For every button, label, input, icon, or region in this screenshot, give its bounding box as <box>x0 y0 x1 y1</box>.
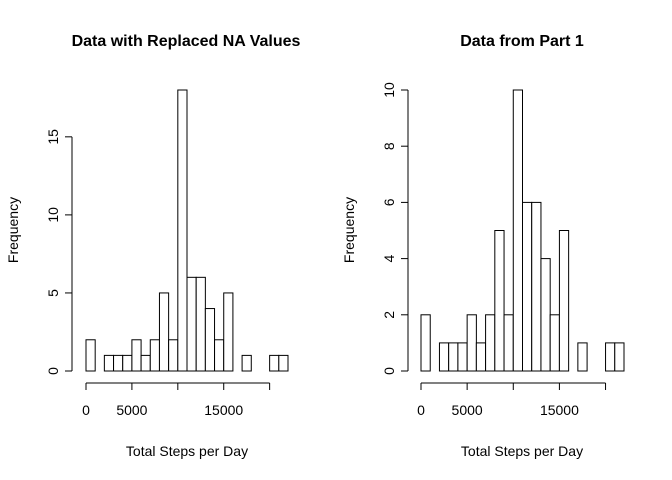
histogram-panel-part-1: Data from Part 1 Total Steps per Day Fre… <box>341 33 625 459</box>
x-axis: 0 5000 15000 <box>417 382 607 418</box>
y-tick-label: 2 <box>381 311 397 319</box>
histogram-bar <box>241 354 252 372</box>
histogram-bar <box>103 354 115 372</box>
histogram-bar <box>503 314 514 372</box>
histogram-bar <box>605 342 616 372</box>
x-tick-label: 5000 <box>116 402 147 418</box>
histogram-bar <box>158 292 170 372</box>
histogram-bar <box>485 314 496 372</box>
x-tick-label: 15000 <box>204 402 243 418</box>
histogram-bar <box>195 276 206 372</box>
y-tick-label: 0 <box>45 367 61 375</box>
y-tick-label: 6 <box>381 198 397 206</box>
histogram-bar <box>122 354 133 372</box>
x-tick-label: 15000 <box>540 402 579 418</box>
histogram-bar <box>204 308 216 372</box>
y-tick-label: 8 <box>381 142 397 150</box>
histogram-bar <box>614 342 625 372</box>
histogram-bar <box>223 292 234 372</box>
histogram-bar <box>214 339 225 372</box>
histogram-bars <box>85 89 289 372</box>
y-axis-label: Frequency <box>341 197 357 263</box>
x-axis-label: Total Steps per Day <box>126 443 248 459</box>
histogram-bar <box>420 314 431 372</box>
y-tick-label: 4 <box>381 254 397 262</box>
histogram-bar <box>186 276 197 372</box>
histogram-bar <box>494 230 505 372</box>
y-axis: 0 5 10 15 <box>45 129 73 375</box>
y-tick-label: 10 <box>45 207 61 223</box>
y-tick-label: 10 <box>381 82 397 98</box>
x-tick-label: 5000 <box>452 402 483 418</box>
x-axis-label: Total Steps per Day <box>461 443 583 459</box>
y-tick-label: 0 <box>381 367 397 375</box>
histogram-bar <box>531 201 542 372</box>
histogram-bar <box>85 339 96 372</box>
histogram-bar <box>558 230 570 372</box>
histogram-bar <box>549 314 560 372</box>
histogram-bar <box>540 258 551 372</box>
histogram-bar <box>457 342 468 372</box>
histogram-bar <box>475 342 487 372</box>
y-tick-label: 15 <box>45 129 61 145</box>
histogram-bar <box>149 339 160 372</box>
y-tick-label: 5 <box>45 289 61 297</box>
histogram-bar <box>448 342 459 372</box>
histogram-bars <box>420 89 625 372</box>
histogram-bar <box>577 342 588 372</box>
histogram-bar <box>131 339 142 372</box>
histogram-bar <box>278 354 289 372</box>
histogram-bar <box>269 354 280 372</box>
histogram-panel-replaced-na: Data with Replaced NA Values Total Steps… <box>5 33 301 459</box>
x-axis: 0 5000 15000 <box>82 382 271 418</box>
x-tick-label: 0 <box>82 402 90 418</box>
histogram-bar <box>113 354 124 372</box>
histogram-bar <box>466 314 477 372</box>
chart-title: Data from Part 1 <box>460 33 584 50</box>
histogram-bar <box>168 339 179 372</box>
chart-title: Data with Replaced NA Values <box>72 33 301 50</box>
histogram-bar <box>140 354 151 372</box>
histogram-bar <box>512 89 524 372</box>
x-tick-label: 0 <box>417 402 425 418</box>
histogram-bar <box>177 89 188 372</box>
y-axis: 0 2 4 6 8 10 <box>381 82 409 375</box>
histogram-bar <box>438 342 450 372</box>
histogram-bar <box>522 201 533 372</box>
y-axis-label: Frequency <box>5 197 21 263</box>
